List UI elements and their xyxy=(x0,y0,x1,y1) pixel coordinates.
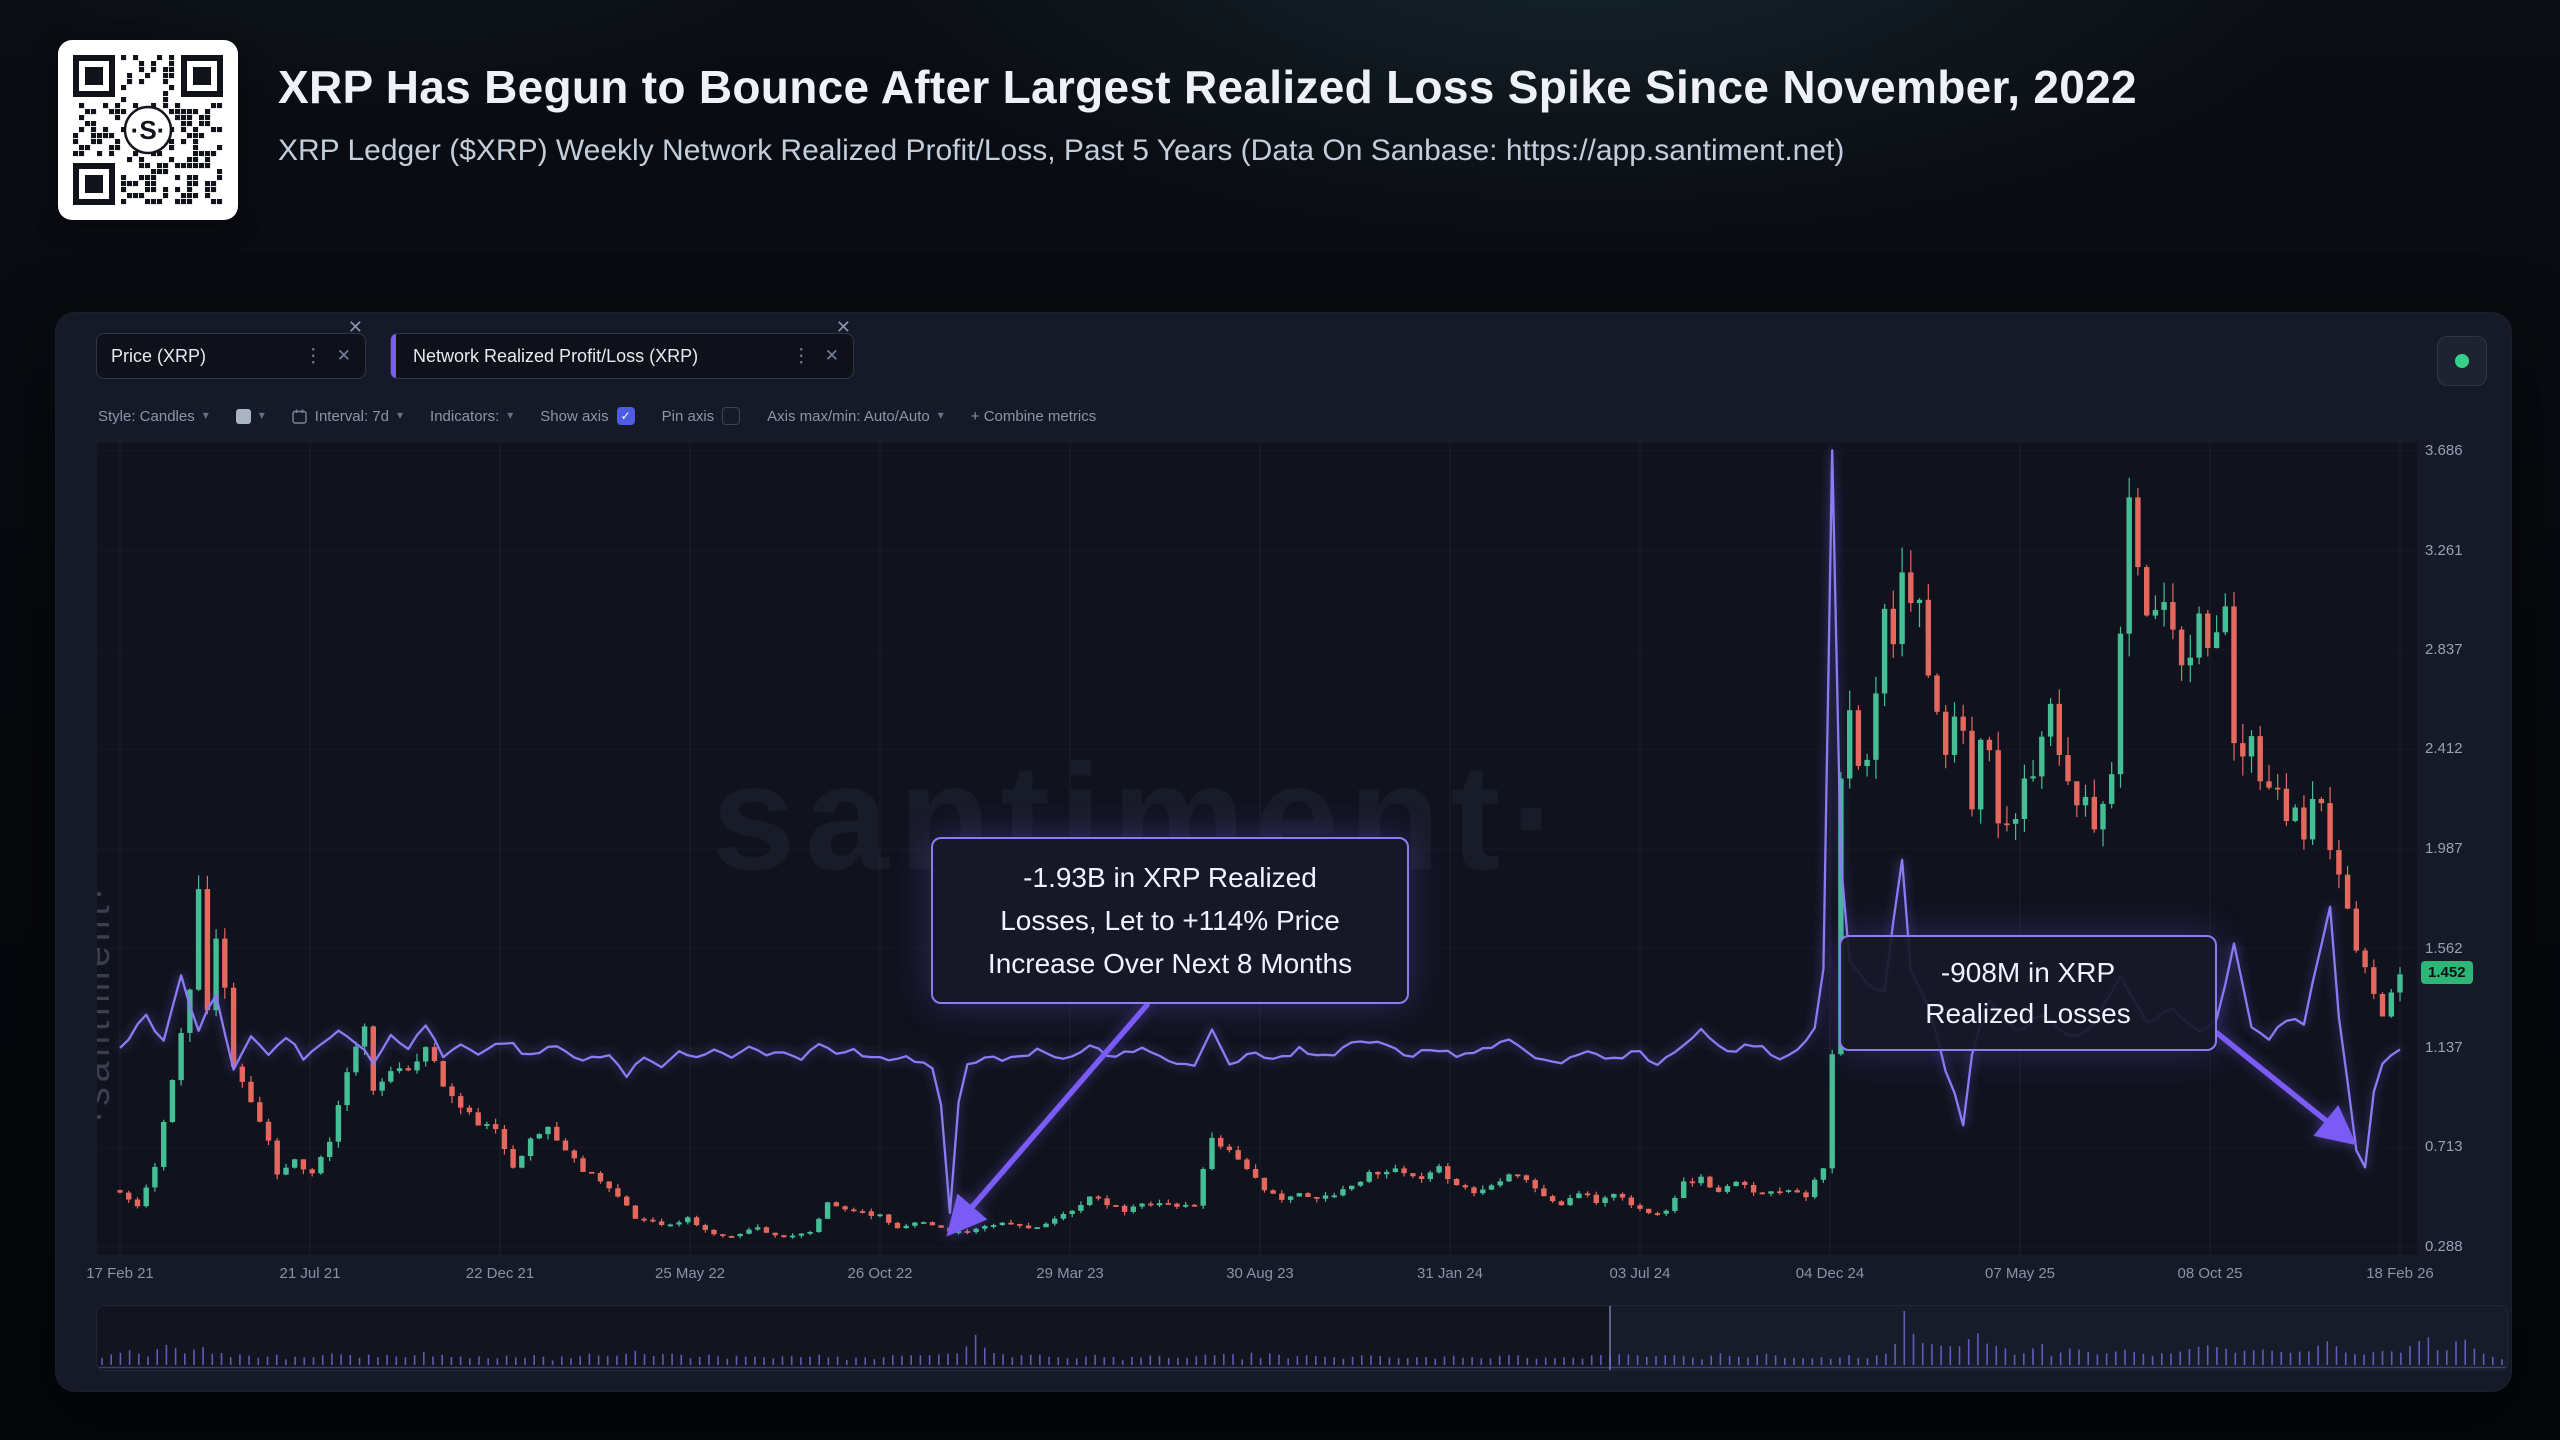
chevron-down-icon: ▾ xyxy=(937,408,944,422)
y-axis-label: 1.562 xyxy=(2425,939,2463,957)
indicators-selector[interactable]: Indicators: ▾ xyxy=(430,408,513,425)
close-icon[interactable]: ✕ xyxy=(336,346,351,365)
interval-selector-label: Interval: 7d xyxy=(314,407,389,425)
y-axis-label: 3.686 xyxy=(2425,442,2463,459)
show-axis-toggle[interactable]: Show axis ✓ xyxy=(540,407,635,425)
calendar-icon xyxy=(292,409,307,424)
x-axis-label: 25 May 22 xyxy=(654,1265,726,1282)
style-selector[interactable]: Style: Candles ▾ xyxy=(98,408,209,425)
tab-close-button[interactable]: ✕ xyxy=(835,317,851,337)
page-header: ·S· XRP Has Begun to Bounce After Larges… xyxy=(58,40,2137,220)
chevron-down-icon: ▾ xyxy=(397,408,404,422)
combine-metrics-label: + Combine metrics xyxy=(970,407,1097,425)
svg-text:·S·: ·S· xyxy=(131,115,166,145)
combine-metrics-button[interactable]: + Combine metrics xyxy=(971,408,1096,425)
watermark-left: ·santiment· xyxy=(97,883,117,1123)
kebab-menu-icon[interactable]: ⋮ xyxy=(303,345,323,367)
pin-axis-label: Pin axis xyxy=(661,407,715,425)
x-axis-label: 31 Jan 24 xyxy=(1417,1265,1483,1282)
x-axis-label: 22 Dec 21 xyxy=(465,1265,535,1282)
color-swatch-selector[interactable]: ▾ xyxy=(235,408,265,424)
axis-maxmin-label: Axis max/min: Auto/Auto xyxy=(767,407,930,425)
color-swatch xyxy=(235,408,251,424)
style-selector-label: Style: Candles xyxy=(98,407,195,425)
x-axis-label: 04 Dec 24 xyxy=(1795,1265,1865,1282)
tab-close-button[interactable]: ✕ xyxy=(347,317,363,337)
y-axis-label: 0.288 xyxy=(2425,1238,2463,1255)
annotation-line: -908M in XRP xyxy=(1940,957,2116,988)
chart-toolbar: Style: Candles ▾ ▾ Interval: 7d ▾ Indica… xyxy=(98,407,1096,425)
annotation-line: Losses, Let to +114% Price xyxy=(1000,905,1340,936)
close-icon[interactable]: ✕ xyxy=(824,346,839,365)
x-axis-label: 07 May 25 xyxy=(1984,1265,2056,1282)
current-price-badge: 1.452 xyxy=(2421,961,2473,985)
x-axis-label: 26 Oct 22 xyxy=(847,1265,913,1282)
status-button[interactable] xyxy=(2437,336,2487,386)
annotation-line: -1.93B in XRP Realized xyxy=(1023,862,1317,893)
metric-tabs: Price (XRP) ⋮ ✕ ✕ Network Realized Profi… xyxy=(96,317,854,379)
y-axis-label: 1.137 xyxy=(2425,1039,2463,1057)
candle-bodies-up xyxy=(143,497,2403,1238)
annotation-realized-loss-2022: -1.93B in XRP Realized Losses, Let to +1… xyxy=(931,837,1409,1004)
header-text: XRP Has Begun to Bounce After Largest Re… xyxy=(278,40,2137,168)
qr-code: ·S· xyxy=(58,40,238,220)
chevron-down-icon: ▾ xyxy=(507,408,514,422)
price-axis[interactable]: 1.452 3.686 3.261 2.837 2.412 1.987 1.562 1.13… xyxy=(2421,442,2511,1255)
green-status-dot xyxy=(2455,354,2469,368)
time-axis[interactable]: 17 Feb 21 21 Jul 21 22 Dec 21 25 May 22 26 O… xyxy=(86,1265,2434,1289)
navigator-selection[interactable] xyxy=(1610,1306,2507,1370)
y-axis-label: 3.261 xyxy=(2425,541,2463,559)
indicators-selector-label: Indicators: xyxy=(430,407,500,425)
x-axis-label: 30 Aug 23 xyxy=(1226,1265,1294,1282)
x-axis-label: 18 Feb 26 xyxy=(2366,1265,2434,1282)
metric-accent-bar xyxy=(391,334,396,378)
page-title: XRP Has Begun to Bounce After Largest Re… xyxy=(278,61,2137,113)
y-axis-label: 1.987 xyxy=(2425,840,2463,857)
tab-price-xrp[interactable]: Price (XRP) ⋮ ✕ ✕ xyxy=(96,317,366,379)
x-axis-label: 08 Oct 25 xyxy=(2177,1265,2243,1282)
axis-maxmin-selector[interactable]: Axis max/min: Auto/Auto ▾ xyxy=(767,408,944,425)
annotation-arrows xyxy=(946,1002,2357,1237)
annotation-line: Increase Over Next 8 Months xyxy=(987,948,1353,979)
tab-label: Price (XRP) xyxy=(111,345,207,366)
navigator-activity xyxy=(101,1311,2503,1365)
checkbox-unchecked-icon[interactable] xyxy=(722,407,741,425)
x-axis-label: 21 Jul 21 xyxy=(279,1265,341,1282)
pin-axis-toggle[interactable]: Pin axis xyxy=(662,407,741,425)
x-axis-label: 29 Mar 23 xyxy=(1036,1265,1104,1282)
checkbox-checked-icon[interactable]: ✓ xyxy=(616,407,635,425)
kebab-menu-icon[interactable]: ⋮ xyxy=(791,345,811,367)
interval-selector[interactable]: Interval: 7d ▾ xyxy=(292,408,403,425)
chevron-down-icon: ▾ xyxy=(258,408,265,422)
plot-area: santiment· ·santiment· -1.93B in XRP Rea… xyxy=(97,443,2417,1255)
tab-network-realized-profit-loss[interactable]: Network Realized Profit/Loss (XRP) ⋮ ✕ ✕ xyxy=(390,317,854,379)
qr-code-pattern: ·S· xyxy=(73,55,223,205)
x-axis-label: 17 Feb 21 xyxy=(86,1265,154,1282)
timeline-navigator[interactable] xyxy=(96,1305,2508,1371)
y-axis-label: 0.713 xyxy=(2425,1138,2463,1156)
chart-panel: Price (XRP) ⋮ ✕ ✕ Network Realized Profi… xyxy=(55,312,2512,1392)
chevron-down-icon: ▾ xyxy=(202,408,209,422)
tab-label: Network Realized Profit/Loss (XRP) xyxy=(413,345,699,366)
y-axis-label: 2.412 xyxy=(2425,740,2463,758)
page-subtitle: XRP Ledger ($XRP) Weekly Network Realize… xyxy=(278,134,1845,167)
y-axis-label: 2.837 xyxy=(2425,640,2463,658)
x-axis-label: 03 Jul 24 xyxy=(1609,1265,1671,1282)
annotation-line: Realized Losses xyxy=(1925,998,2131,1029)
annotation-realized-loss-2026: -908M in XRP Realized Losses xyxy=(1839,935,2217,1051)
candle-bodies-down xyxy=(117,497,2386,1238)
show-axis-label: Show axis xyxy=(540,407,609,425)
navigator-sparkline[interactable] xyxy=(97,1306,2507,1370)
